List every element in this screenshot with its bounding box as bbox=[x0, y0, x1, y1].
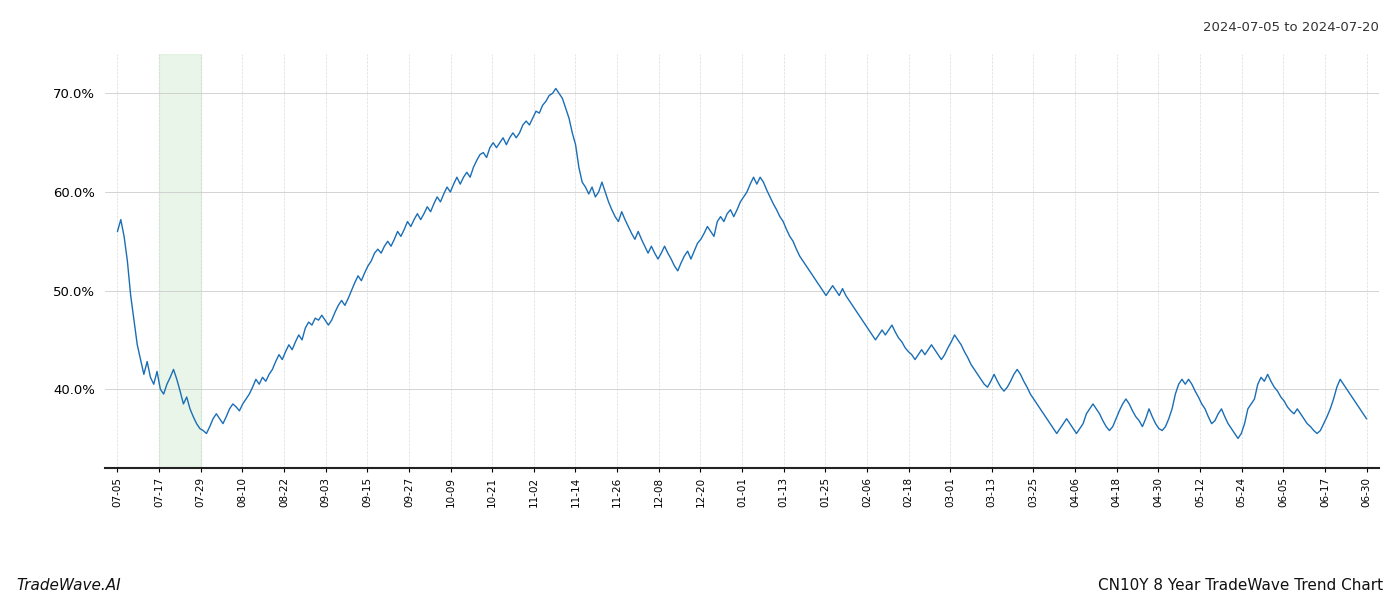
Text: TradeWave.AI: TradeWave.AI bbox=[17, 578, 122, 593]
Text: 2024-07-05 to 2024-07-20: 2024-07-05 to 2024-07-20 bbox=[1203, 21, 1379, 34]
Text: CN10Y 8 Year TradeWave Trend Chart: CN10Y 8 Year TradeWave Trend Chart bbox=[1098, 578, 1383, 593]
Bar bbox=[160, 54, 200, 468]
